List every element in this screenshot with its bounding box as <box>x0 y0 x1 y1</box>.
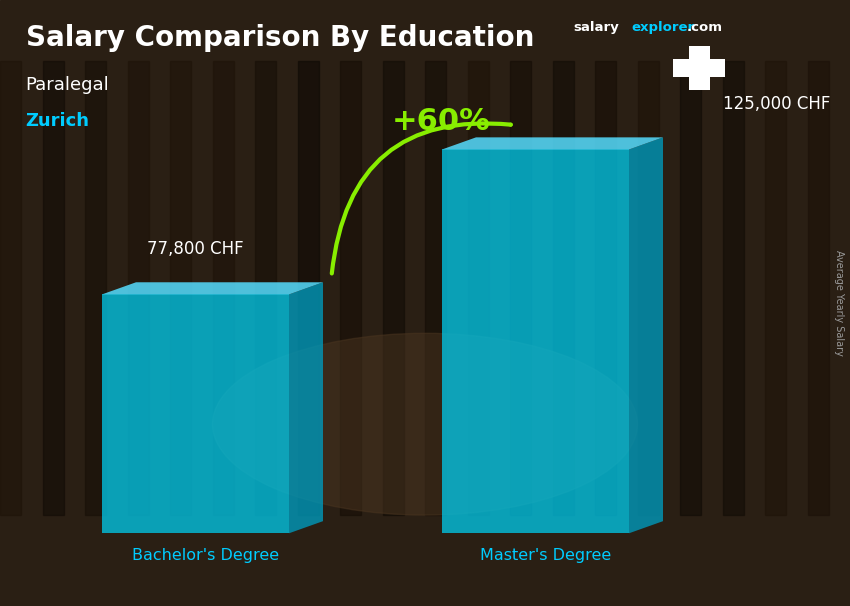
Polygon shape <box>442 150 629 533</box>
Text: .com: .com <box>687 21 722 34</box>
Bar <box>808 61 829 515</box>
Text: Zurich: Zurich <box>26 112 89 130</box>
Bar <box>340 61 361 515</box>
Polygon shape <box>442 138 663 150</box>
Text: 77,800 CHF: 77,800 CHF <box>147 240 244 258</box>
Bar <box>680 61 701 515</box>
Bar <box>212 61 234 515</box>
Bar <box>510 61 531 515</box>
Bar <box>170 61 191 515</box>
Bar <box>85 61 106 515</box>
Text: Salary Comparison By Education: Salary Comparison By Education <box>26 24 534 52</box>
Bar <box>638 61 659 515</box>
Text: Paralegal: Paralegal <box>26 76 110 94</box>
Text: salary: salary <box>574 21 620 34</box>
Ellipse shape <box>212 333 638 515</box>
Polygon shape <box>629 138 663 533</box>
Polygon shape <box>102 295 289 533</box>
Text: 125,000 CHF: 125,000 CHF <box>722 95 830 113</box>
Text: +60%: +60% <box>392 107 490 136</box>
Bar <box>0 61 21 515</box>
Bar <box>552 61 574 515</box>
Bar <box>298 61 319 515</box>
Text: Master's Degree: Master's Degree <box>480 548 611 564</box>
Bar <box>42 61 64 515</box>
Bar <box>595 61 616 515</box>
Polygon shape <box>102 282 323 295</box>
FancyArrowPatch shape <box>332 124 511 273</box>
Bar <box>468 61 489 515</box>
Bar <box>425 61 446 515</box>
Polygon shape <box>289 282 323 533</box>
Polygon shape <box>673 46 725 90</box>
Bar <box>382 61 404 515</box>
Text: Average Yearly Salary: Average Yearly Salary <box>834 250 844 356</box>
Bar <box>765 61 786 515</box>
Bar <box>128 61 149 515</box>
Text: Bachelor's Degree: Bachelor's Degree <box>132 548 280 564</box>
Bar <box>722 61 744 515</box>
Text: explorer: explorer <box>632 21 694 34</box>
Bar <box>255 61 276 515</box>
